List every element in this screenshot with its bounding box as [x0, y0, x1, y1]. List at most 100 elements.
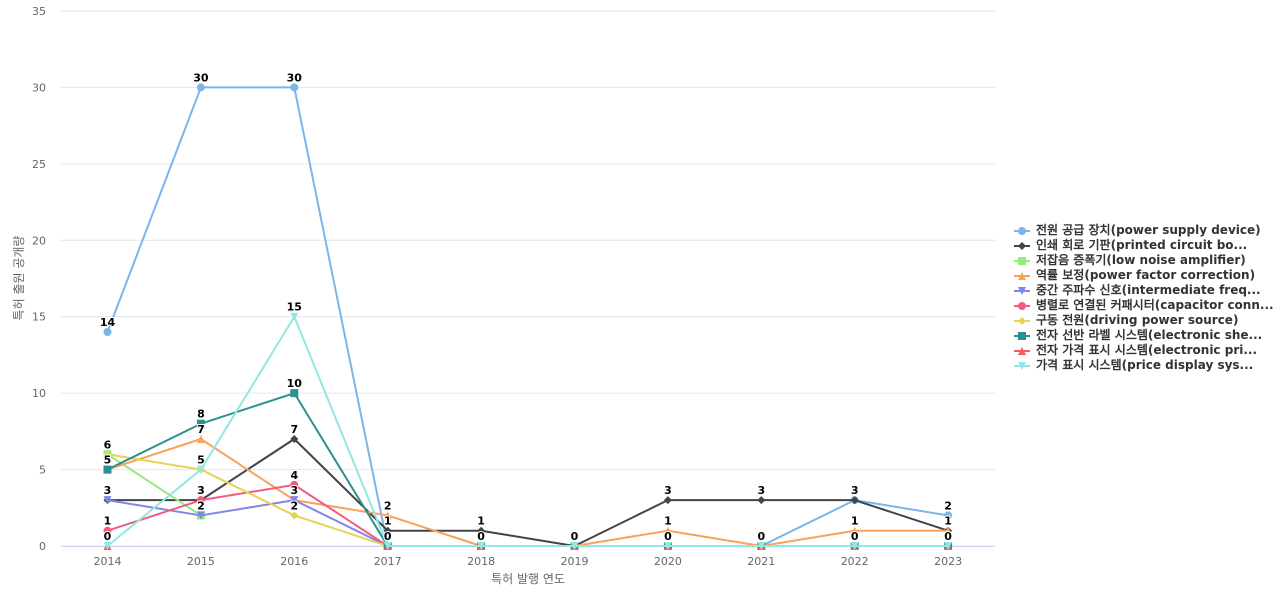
data-label: 7 — [290, 423, 298, 436]
data-label: 3 — [664, 484, 672, 497]
legend-label: 구동 전원(driving power source) — [1036, 313, 1239, 327]
data-point — [570, 542, 579, 550]
data-point — [944, 526, 953, 535]
legend: 전원 공급 장치(power supply device) 인쇄 회로 기판(pr… — [1014, 223, 1276, 373]
legend-marker-icon — [1014, 256, 1030, 265]
legend-label: 전자 선반 라벨 시스템(electronic she... — [1036, 328, 1263, 342]
data-label: 3 — [104, 484, 112, 497]
series-line — [106, 499, 389, 547]
data-point — [290, 312, 299, 321]
data-label: 15 — [287, 301, 302, 314]
data-label: 0 — [477, 530, 485, 543]
legend-item[interactable]: 병렬로 연결된 커패시터(capacitor conn... — [1014, 298, 1276, 313]
data-point — [663, 542, 672, 550]
legend-symbol — [1018, 301, 1026, 310]
legend-label: 병렬로 연결된 커패시터(capacitor conn... — [1036, 298, 1274, 312]
legend-item[interactable]: 구동 전원(driving power source) — [1014, 313, 1276, 328]
legend-item[interactable]: 저잡음 증폭기(low noise amplifier) — [1014, 253, 1276, 268]
x-tick-label: 2017 — [374, 555, 402, 568]
data-label: 1 — [477, 515, 485, 528]
data-label: 2 — [197, 499, 205, 512]
data-label: 0 — [851, 530, 859, 543]
series-line — [106, 438, 950, 547]
series-line — [106, 438, 950, 547]
data-point — [196, 496, 205, 505]
data-point — [196, 465, 205, 474]
data-label: 1 — [104, 515, 112, 528]
series-5 — [103, 496, 392, 550]
legend-symbol — [1018, 346, 1026, 355]
legend-symbol — [1018, 226, 1026, 235]
legend-label: 중간 주파수 신호(intermediate freq... — [1036, 283, 1261, 297]
y-tick-label: 0 — [39, 540, 46, 553]
y-tick-label: 25 — [32, 158, 46, 171]
legend-item[interactable]: 전자 선반 라벨 시스템(electronic she... — [1014, 328, 1276, 343]
legend-item[interactable]: 인쇄 회로 기판(printed circuit bo... — [1014, 238, 1276, 253]
legend-item[interactable]: 전원 공급 장치(power supply device) — [1014, 223, 1276, 238]
data-label: 5 — [197, 454, 205, 467]
y-tick-label: 15 — [32, 311, 46, 324]
data-label: 3 — [851, 484, 859, 497]
data-point — [383, 542, 392, 550]
legend-marker-icon — [1014, 361, 1030, 370]
data-point — [103, 465, 112, 474]
data-label: 10 — [287, 377, 303, 390]
y-tick-label: 30 — [32, 81, 46, 94]
data-label: 3 — [197, 484, 205, 497]
data-point — [850, 526, 859, 535]
data-label: 0 — [104, 530, 112, 543]
data-point — [103, 542, 112, 550]
legend-marker-icon — [1014, 286, 1030, 295]
data-point — [103, 328, 112, 336]
legend-item[interactable]: 역률 보정(power factor correction) — [1014, 268, 1276, 283]
data-label: 0 — [757, 530, 765, 543]
legend-symbol — [1018, 316, 1026, 325]
data-point — [196, 419, 205, 428]
data-label: 5 — [104, 454, 112, 467]
data-label: 4 — [290, 469, 298, 482]
data-label: 30 — [287, 71, 303, 84]
legend-label: 역률 보정(power factor correction) — [1036, 268, 1256, 282]
data-point — [944, 511, 953, 520]
data-label: 1 — [384, 515, 392, 528]
x-tick-label: 2019 — [561, 555, 589, 568]
legend-symbol — [1018, 271, 1026, 280]
data-point — [850, 542, 859, 550]
legend-symbol — [1018, 286, 1026, 295]
data-point — [290, 389, 299, 398]
legend-label: 전자 가격 표시 시스템(electronic pri... — [1036, 343, 1258, 357]
data-point — [383, 526, 392, 535]
data-point — [290, 435, 299, 443]
legend-symbol — [1018, 256, 1026, 265]
legend-item[interactable]: 중간 주파수 신호(intermediate freq... — [1014, 283, 1276, 298]
legend-marker-icon — [1014, 346, 1030, 355]
legend-label: 가격 표시 시스템(price display sys... — [1036, 358, 1254, 372]
data-point — [477, 542, 486, 550]
y-axis-title: 특허 출원 공개량 — [12, 236, 26, 321]
legend-item[interactable]: 가격 표시 시스템(price display sys... — [1014, 358, 1276, 373]
x-tick-label: 2014 — [94, 555, 122, 568]
legend-symbol — [1018, 241, 1026, 250]
legend-label: 전원 공급 장치(power supply device) — [1036, 223, 1261, 237]
data-point — [663, 526, 672, 535]
data-label: 0 — [384, 530, 392, 543]
data-point — [850, 496, 859, 505]
y-tick-label: 5 — [39, 464, 46, 477]
legend-marker-icon — [1014, 331, 1030, 340]
data-label: 6 — [104, 438, 112, 451]
data-point — [663, 496, 672, 505]
data-label: 7 — [197, 423, 205, 436]
legend-label: 저잡음 증폭기(low noise amplifier) — [1036, 253, 1246, 267]
data-point — [944, 542, 953, 550]
legend-item[interactable]: 전자 가격 표시 시스템(electronic pri... — [1014, 343, 1276, 358]
x-tick-label: 2021 — [747, 555, 775, 568]
data-point — [196, 83, 205, 92]
data-label: 8 — [197, 408, 205, 421]
data-point — [383, 511, 392, 520]
data-label: 2 — [290, 499, 298, 512]
y-tick-label: 10 — [32, 387, 46, 400]
data-point — [757, 496, 766, 505]
